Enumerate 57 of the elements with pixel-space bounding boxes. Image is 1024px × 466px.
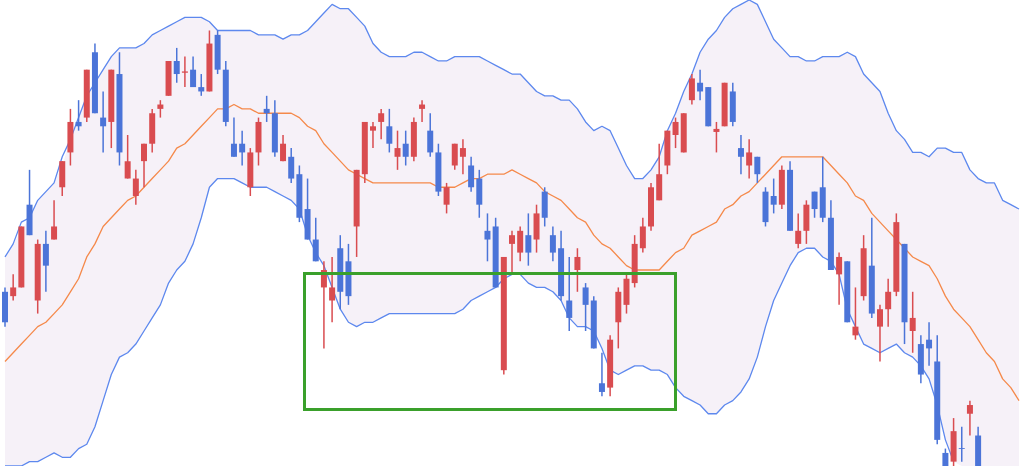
candlestick: [966, 399, 973, 437]
candlestick: [770, 177, 777, 215]
candlestick: [836, 251, 843, 306]
candlestick: [459, 138, 466, 175]
candlestick: [386, 108, 393, 154]
candlestick: [75, 99, 82, 132]
candlestick: [263, 95, 270, 123]
candlestick: [402, 129, 409, 167]
candlestick: [451, 142, 458, 171]
candlestick: [124, 134, 131, 180]
candlestick: [173, 47, 180, 84]
candlestick: [427, 112, 434, 158]
candlestick: [288, 147, 295, 184]
candlestick: [329, 256, 336, 324]
candlestick: [190, 55, 197, 88]
candlestick: [582, 282, 589, 332]
candlestick: [566, 256, 573, 332]
candlestick: [795, 212, 802, 249]
candlestick: [574, 247, 581, 293]
candlestick: [312, 217, 319, 263]
candlestick: [811, 190, 818, 219]
candlestick: [378, 108, 385, 141]
candlestick: [181, 55, 188, 88]
candlestick: [754, 156, 761, 184]
candlestick: [639, 217, 646, 254]
candlestick: [132, 169, 139, 206]
candlestick: [852, 286, 859, 341]
candlestick: [713, 121, 720, 154]
candlestick: [468, 156, 475, 193]
candlestick: [737, 134, 744, 175]
candlestick: [876, 304, 883, 363]
candlestick: [198, 73, 205, 97]
candlestick: [369, 121, 376, 149]
candlestick: [525, 212, 532, 267]
candlestick: [697, 68, 704, 101]
candlestick: [51, 199, 58, 241]
candlestick: [100, 90, 107, 154]
candlestick: [394, 129, 401, 171]
candlestick: [230, 116, 237, 158]
candlestick: [672, 116, 679, 149]
candlestick: [746, 138, 753, 180]
candlestick: [549, 225, 556, 263]
candlestick: [517, 225, 524, 263]
candlestick: [484, 212, 491, 263]
candlestick: [42, 230, 49, 293]
candlestick: [958, 426, 965, 463]
candlestick: [419, 99, 426, 123]
candlestick: [909, 291, 916, 354]
candlestick: [239, 129, 246, 167]
candlestick: [598, 352, 605, 398]
candlestick: [688, 73, 695, 106]
candlestick: [141, 142, 148, 189]
candlestick: [885, 277, 892, 328]
candlestick: [443, 182, 450, 215]
candlestick: [10, 273, 17, 302]
candlestick: [280, 134, 287, 162]
candlestick: [926, 321, 933, 367]
